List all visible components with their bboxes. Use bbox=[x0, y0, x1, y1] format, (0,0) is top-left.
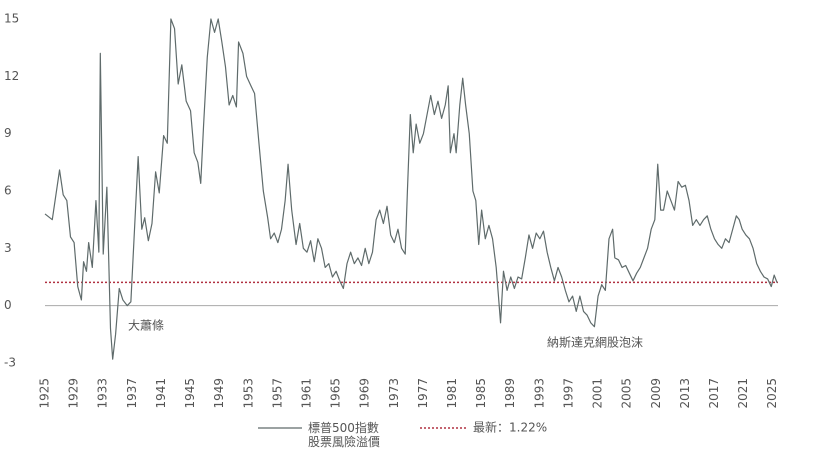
x-tick-label: 2025 bbox=[765, 378, 779, 409]
data-line bbox=[44, 18, 778, 360]
x-tick-label: 1953 bbox=[241, 378, 255, 409]
annotation: 納斯達克網股泡沫 bbox=[547, 336, 643, 350]
annotation: 大蕭條 bbox=[128, 319, 164, 333]
x-tick-label: 1969 bbox=[358, 378, 372, 409]
x-tick-label: 1973 bbox=[387, 378, 401, 409]
y-tick-label: 0 bbox=[4, 298, 12, 312]
x-tick-label: 1925 bbox=[38, 378, 52, 409]
x-tick-label: 1993 bbox=[532, 378, 546, 409]
x-tick-label: 1949 bbox=[212, 378, 226, 409]
x-tick-label: 2017 bbox=[707, 378, 721, 409]
x-tick-label: 1945 bbox=[183, 378, 197, 409]
x-tick-label: 1989 bbox=[503, 378, 517, 409]
x-tick-label: 1941 bbox=[154, 378, 168, 409]
y-tick-label: 12 bbox=[4, 69, 19, 83]
x-tick-label: 2005 bbox=[620, 378, 634, 409]
x-tick-label: 1977 bbox=[416, 378, 430, 409]
x-tick-label: 1933 bbox=[96, 378, 110, 409]
y-tick-label: 6 bbox=[4, 184, 12, 198]
legend-label: 標普500指數股票風險溢價 bbox=[308, 420, 380, 449]
legend-label: 最新：1.22% bbox=[473, 420, 547, 435]
x-tick-label: 2013 bbox=[678, 378, 692, 409]
x-tick-label: 1957 bbox=[270, 378, 284, 409]
y-tick-label: 9 bbox=[4, 126, 12, 140]
x-tick-label: 1965 bbox=[329, 378, 343, 409]
x-tick-label: 1997 bbox=[561, 378, 575, 409]
y-tick-label: -3 bbox=[4, 356, 16, 370]
y-tick-label: 3 bbox=[4, 241, 12, 255]
y-tick-label: 15 bbox=[4, 12, 19, 26]
x-tick-label: 1981 bbox=[445, 378, 459, 409]
x-tick-label: 1961 bbox=[299, 378, 313, 409]
x-tick-label: 1985 bbox=[474, 378, 488, 409]
x-tick-label: 1929 bbox=[67, 378, 81, 409]
x-tick-label: 2001 bbox=[591, 378, 605, 409]
x-tick-label: 1937 bbox=[125, 378, 139, 409]
x-tick-label: 2009 bbox=[649, 378, 663, 409]
x-tick-label: 2021 bbox=[736, 378, 750, 409]
